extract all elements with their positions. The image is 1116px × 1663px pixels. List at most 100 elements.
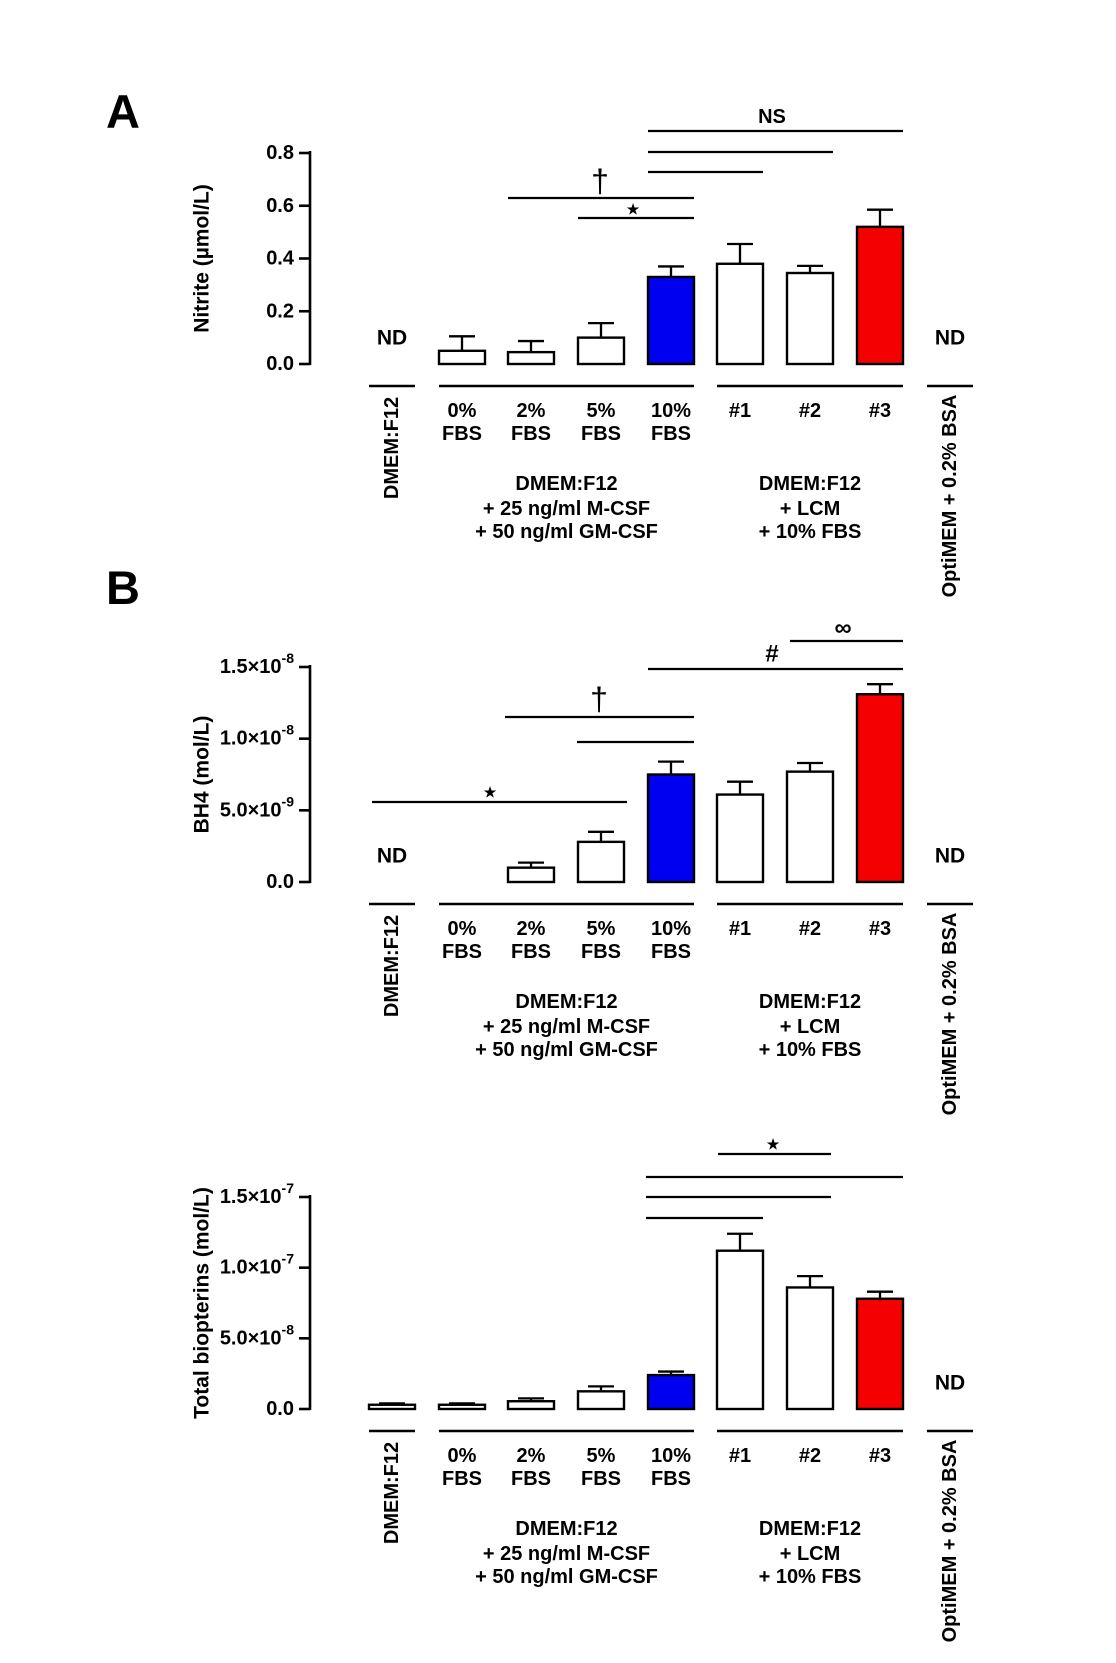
bar-lcm-1 [715,793,765,884]
nd-label-optimem: ND [935,1372,965,1395]
x-label-fbs-0: 0% [448,1445,477,1467]
x-label2-fbs-2: FBS [511,941,551,963]
bar-lcm-1 [715,1249,765,1411]
x-label2-fbs-2: FBS [511,1468,551,1490]
nd-label-optimem: ND [935,845,965,868]
y-tick-label: 5.0×10-8 [220,1321,294,1349]
bar-lcm-1 [715,262,765,366]
x-label-dmem-f12: DMEM:F12 [381,397,403,499]
panel-B: 0.0 5.0×10-9 1.0×10-8 1.5×10-8 BH4 (mol/L) ND… [191,615,973,1116]
sig-label-4: ★ [627,201,640,217]
group-caption-1-line2: + 50 ng/ml GM-CSF [475,521,658,543]
group-caption-2-line2: + 10% FBS [759,1566,862,1588]
y-tick-label: 1.5×10-8 [220,650,294,678]
panel-label-b: B [106,561,140,614]
x-label-fbs-5: 5% [587,918,616,940]
bar-fbs-0 [437,349,487,366]
bar-lcm-2 [785,1286,835,1411]
bar-fbs-5 [576,840,626,884]
panel-row2: 0.0 5.0×10-8 1.0×10-7 1.5×10-7 Total biopter… [191,1136,973,1642]
sig-label-0: NS [758,106,786,128]
bar-fbs-2 [506,866,556,884]
group-caption-2-line0: DMEM:F12 [759,991,861,1013]
x-label-lcm-2: #2 [799,1445,821,1467]
x-label-optimem: OptiMEM + 0.2% BSA [939,913,961,1116]
x-label-lcm-1: #1 [729,400,751,422]
bar-fbs-2 [506,350,556,366]
sig-label-3: † [591,163,609,199]
y-tick-label: 5.0×10-9 [220,793,294,821]
x-label-lcm-3: #3 [869,1445,891,1467]
x-label2-fbs-10: FBS [651,941,691,963]
x-label-fbs-0: 0% [448,400,477,422]
bar-fbs-10 [646,275,696,366]
nd-label-optimem: ND [935,327,965,350]
group-caption-1-line1: + 25 ng/ml M-CSF [483,1016,650,1038]
x-label2-fbs-2: FBS [511,423,551,445]
x-label2-fbs-5: FBS [581,941,621,963]
y-axis-title: Total biopterins (mol/L) [191,1187,214,1419]
x-label-fbs-10: 10% [651,1445,691,1467]
y-tick-label: 0.8 [266,142,294,164]
bar-fbs-5 [576,336,626,366]
x-label-fbs-10: 10% [651,918,691,940]
y-tick-label: 0.0 [266,1398,294,1420]
panel-A: 0.0 0.2 0.4 0.6 0.8 Nitrite (µmol/L) ND DMEM:F1… [191,106,973,598]
x-label-lcm-2: #2 [799,400,821,422]
x-label-lcm-1: #1 [729,1445,751,1467]
y-axis-title: BH4 (mol/L) [191,716,214,834]
bar-fbs-0 [437,1403,487,1411]
x-label2-fbs-5: FBS [581,1468,621,1490]
x-label-fbs-5: 5% [587,400,616,422]
y-tick-label: 0.0 [266,871,294,893]
x-label-fbs-5: 5% [587,1445,616,1467]
bar-fbs-10 [646,773,696,884]
sig-label-0: ★ [767,1136,780,1152]
y-tick-label: 0.4 [266,248,295,270]
group-caption-1-line0: DMEM:F12 [515,991,617,1013]
y-tick-label: 1.0×10-7 [220,1251,294,1279]
bar-fbs-5 [576,1390,626,1411]
x-label-lcm-3: #3 [869,918,891,940]
bar-fbs-2 [506,1400,556,1411]
group-caption-2-line2: + 10% FBS [759,521,862,543]
sig-label-2: † [590,681,608,717]
bar-lcm-3 [855,693,905,884]
sig-label-0: ∞ [834,615,851,642]
panel-label-a: A [106,85,140,138]
x-label2-fbs-10: FBS [651,423,691,445]
group-caption-2-line2: + 10% FBS [759,1039,862,1061]
x-label-optimem: OptiMEM + 0.2% BSA [939,395,961,598]
x-label-fbs-2: 2% [517,918,546,940]
group-caption-2-line1: + LCM [780,498,841,520]
x-label-fbs-2: 2% [517,400,546,422]
group-caption-1-line0: DMEM:F12 [515,473,617,495]
nd-label-dmem-f12: ND [377,327,407,350]
nd-label-dmem-f12: ND [377,845,407,868]
y-tick-label: 0.6 [266,195,294,217]
sig-label-1: # [765,641,778,668]
x-label2-fbs-5: FBS [581,423,621,445]
bar-lcm-3 [855,1297,905,1411]
bar-lcm-2 [785,770,835,884]
x-label-dmem-f12: DMEM:F12 [381,915,403,1017]
x-label2-fbs-10: FBS [651,1468,691,1490]
y-tick-label: 0.2 [266,300,294,322]
x-label2-fbs-0: FBS [442,941,482,963]
y-tick-label: 1.5×10-7 [220,1180,294,1208]
group-caption-2-line0: DMEM:F12 [759,473,861,495]
y-axis-title: Nitrite (µmol/L) [191,184,214,333]
x-label-lcm-2: #2 [799,918,821,940]
x-label2-fbs-0: FBS [442,423,482,445]
group-caption-1-line2: + 50 ng/ml GM-CSF [475,1039,658,1061]
group-caption-2-line1: + LCM [780,1016,841,1038]
group-caption-1-line1: + 25 ng/ml M-CSF [483,498,650,520]
y-tick-label: 0.0 [266,353,294,375]
bar-lcm-3 [855,225,905,366]
group-caption-1-line0: DMEM:F12 [515,1518,617,1540]
x-label-fbs-0: 0% [448,918,477,940]
x-label-fbs-10: 10% [651,400,691,422]
sig-label-4: ★ [484,784,497,800]
